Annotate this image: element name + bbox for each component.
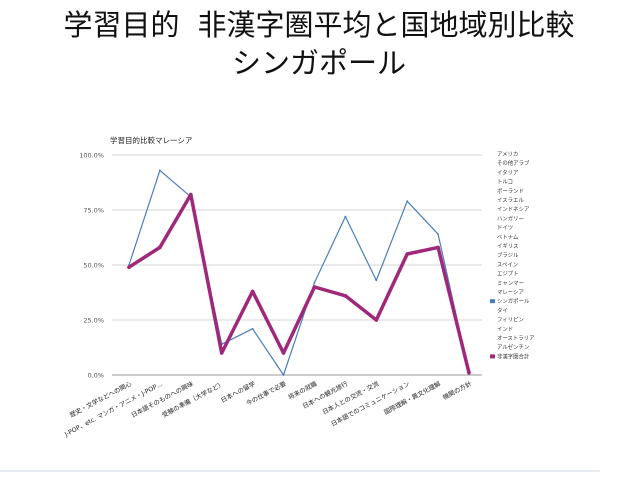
series-line-2 bbox=[127, 192, 471, 375]
series-1-point bbox=[406, 200, 409, 203]
x-tick-label: 機関の方針 bbox=[441, 378, 474, 401]
series-2-point bbox=[312, 285, 317, 289]
legend-entry: インド bbox=[497, 327, 513, 333]
series-2-point bbox=[405, 252, 409, 256]
series-2-point bbox=[158, 245, 162, 250]
legend-entry: オーストラリア bbox=[497, 335, 534, 342]
legend-entry: エジプト bbox=[497, 271, 519, 278]
y-tick-label: 100.0% bbox=[79, 152, 104, 160]
legend-entry: その他アラブ bbox=[497, 159, 530, 167]
series-2-point bbox=[189, 192, 193, 197]
legend-entry: 非漢字圏合計 bbox=[497, 352, 530, 360]
series-2-point bbox=[250, 289, 255, 294]
y-tick-label: 25.0% bbox=[83, 317, 104, 325]
chart-title: 学習目的比較マレーシア bbox=[110, 135, 192, 145]
series-2-point bbox=[436, 245, 440, 250]
legend-entry: ドイツ bbox=[497, 226, 513, 232]
legend-entry: ミャンマー bbox=[497, 280, 524, 287]
series-2-point bbox=[374, 318, 379, 322]
legend-entry: ベトナム bbox=[497, 234, 519, 241]
legend-entry: アルゼンチン bbox=[497, 343, 529, 351]
slide-title-part1: 学習目的 bbox=[63, 8, 180, 42]
bottom-divider bbox=[0, 470, 600, 472]
series-1-point bbox=[344, 215, 347, 218]
legend-entry: インドネシア bbox=[497, 206, 529, 213]
slide-title-line2: シンガポール bbox=[231, 46, 406, 80]
legend-entry: トルコ bbox=[497, 179, 513, 186]
series-2-point bbox=[467, 371, 471, 375]
legend-entry: ブラジル bbox=[497, 251, 519, 259]
series-1-point bbox=[282, 374, 285, 376]
legend-entry: フィリピン bbox=[497, 317, 524, 324]
legend-entry: ポーランド bbox=[497, 187, 524, 195]
slide-title-part2: 非漢字圏平均と国地域別比較 bbox=[197, 8, 575, 42]
slide-title-line1: 学習目的 非漢字圏平均と国地域別比較 bbox=[0, 6, 638, 44]
legend-entry: イスラエル bbox=[497, 197, 524, 204]
legend-entry: シンガポール bbox=[497, 297, 530, 305]
series-2-point bbox=[127, 265, 131, 270]
legend-entry: タイ bbox=[497, 306, 508, 314]
series-2-point bbox=[219, 351, 224, 355]
y-tick-label: 75.0% bbox=[83, 207, 104, 215]
legend-entry: マレーシア bbox=[497, 289, 524, 296]
legend-entry: アメリカ bbox=[497, 151, 518, 158]
series-1-point bbox=[437, 233, 439, 236]
x-tick-label: 国際理解・異文化理解 bbox=[382, 378, 442, 416]
legend-entry: ハンガリー bbox=[497, 214, 524, 222]
y-tick-label: 50.0% bbox=[83, 262, 104, 270]
y-tick-label: 0.0% bbox=[87, 372, 104, 380]
legend-swatch bbox=[490, 299, 495, 304]
series-1-point bbox=[313, 281, 316, 284]
series-1-point bbox=[251, 327, 254, 330]
legend-swatch bbox=[490, 354, 495, 359]
series-2-point bbox=[281, 351, 286, 355]
legend-entry: イタリア bbox=[497, 168, 518, 176]
legend-entry: スペイン bbox=[497, 261, 518, 268]
series-1-point bbox=[159, 169, 161, 172]
slide-title: 学習目的 非漢字圏平均と国地域別比較 シンガポール bbox=[0, 6, 638, 82]
series-2-point bbox=[343, 294, 348, 298]
series-line-1 bbox=[128, 169, 470, 376]
series-1-point bbox=[375, 279, 378, 282]
legend-entry: イギリス bbox=[497, 243, 519, 250]
